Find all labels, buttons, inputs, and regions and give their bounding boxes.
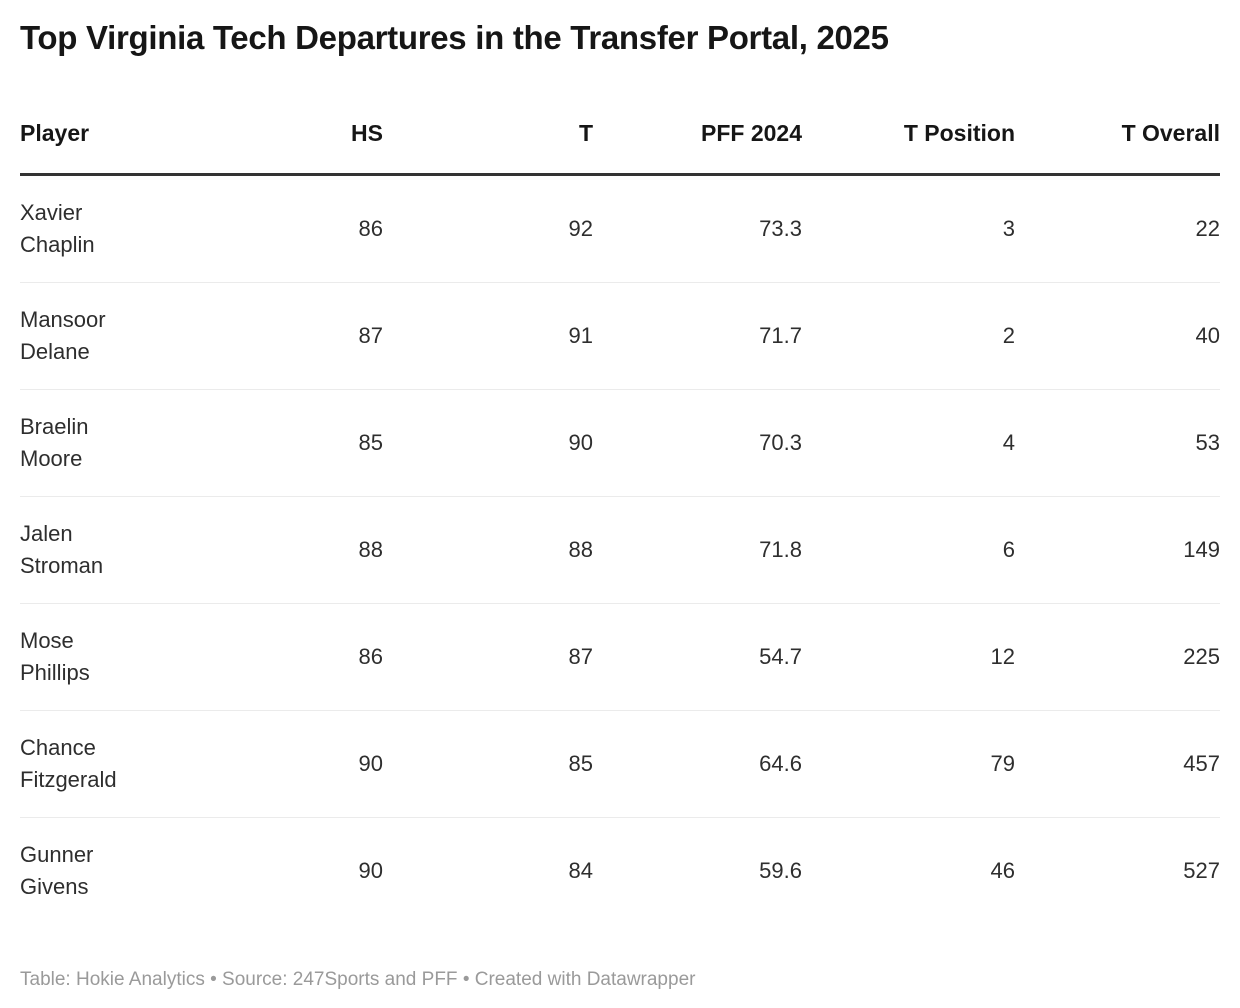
t-overall-cell: 225 xyxy=(1015,603,1220,711)
player-last-name: Fitzgerald xyxy=(20,766,117,792)
player-last-name: Givens xyxy=(20,873,89,899)
table-header: Player HS T PFF 2024 T Position T Overal… xyxy=(20,119,1220,176)
player-first-name: Xavier xyxy=(20,199,83,225)
pff-2024-cell: 70.3 xyxy=(593,389,802,497)
player-cell: Chance Fitzgerald xyxy=(20,710,175,818)
table-row: Braelin Moore 85 90 70.3 4 53 xyxy=(20,389,1220,497)
player-first-name: Gunner xyxy=(20,841,94,867)
player-last-name: Chaplin xyxy=(20,231,95,257)
table-row: Mansoor Delane 87 91 71.7 2 40 xyxy=(20,282,1220,390)
pff-2024-cell: 73.3 xyxy=(593,174,802,283)
t-cell: 91 xyxy=(383,282,593,390)
t-position-cell: 6 xyxy=(802,496,1015,604)
player-cell: Mose Phillips xyxy=(20,603,175,711)
t-position-cell: 79 xyxy=(802,710,1015,818)
page-title: Top Virginia Tech Departures in the Tran… xyxy=(20,19,889,56)
data-table: Player HS T PFF 2024 T Position T Overal… xyxy=(20,119,1220,924)
t-cell: 88 xyxy=(383,496,593,604)
player-cell: Xavier Chaplin xyxy=(20,174,175,283)
player-cell: Jalen Stroman xyxy=(20,496,175,604)
column-header-t: T xyxy=(383,119,593,176)
t-cell: 92 xyxy=(383,174,593,283)
t-cell: 90 xyxy=(383,389,593,497)
t-position-cell: 12 xyxy=(802,603,1015,711)
column-header-t-overall: T Overall xyxy=(1015,119,1220,176)
t-position-cell: 46 xyxy=(990,857,1015,883)
table-attribution: Table: Hokie Analytics • Source: 247Spor… xyxy=(20,968,696,990)
hs-cell: 86 xyxy=(175,174,383,283)
hs-cell: 90 xyxy=(175,710,383,818)
hs-cell: 88 xyxy=(175,496,383,604)
t-cell: 85 xyxy=(383,710,593,818)
t-overall-cell: 53 xyxy=(1015,389,1220,497)
hs-cell: 90 xyxy=(358,857,383,883)
column-header-t-position: T Position xyxy=(802,119,1015,176)
player-last-name: Stroman xyxy=(20,552,104,578)
player-last-name: Delane xyxy=(20,338,90,364)
t-overall-cell: 527 xyxy=(1183,857,1220,883)
pff-2024-cell: 64.6 xyxy=(593,710,802,818)
column-header-player: Player xyxy=(20,119,175,176)
player-first-name: Braelin xyxy=(20,413,89,439)
t-position-cell: 4 xyxy=(802,389,1015,497)
hs-cell: 85 xyxy=(175,389,383,497)
table-body: Xavier Chaplin 86 92 73.3 3 22 Mansoor D… xyxy=(20,174,1220,924)
column-header-hs: HS xyxy=(175,119,383,176)
t-cell: 87 xyxy=(383,603,593,711)
hs-cell: 86 xyxy=(175,603,383,711)
table-row: Chance Fitzgerald 90 85 64.6 79 457 xyxy=(20,710,1220,818)
table-row: Xavier Chaplin 86 92 73.3 3 22 xyxy=(20,174,1220,283)
table-row: Mose Phillips 86 87 54.7 12 225 xyxy=(20,603,1220,711)
t-position-cell: 2 xyxy=(802,282,1015,390)
player-first-name: Chance xyxy=(20,734,96,760)
pff-2024-cell: 71.8 xyxy=(593,496,802,604)
hs-cell: 87 xyxy=(175,282,383,390)
player-cell: Mansoor Delane xyxy=(20,282,175,390)
player-first-name: Mansoor xyxy=(20,306,106,332)
header-row: Player HS T PFF 2024 T Position T Overal… xyxy=(20,119,1220,176)
t-cell: 84 xyxy=(568,857,593,883)
player-last-name: Phillips xyxy=(20,659,90,685)
player-first-name: Jalen xyxy=(20,520,73,546)
t-overall-cell: 457 xyxy=(1015,710,1220,818)
player-last-name: Moore xyxy=(20,445,83,471)
t-overall-cell: 149 xyxy=(1015,496,1220,604)
t-overall-cell: 22 xyxy=(1015,174,1220,283)
column-header-pff-2024: PFF 2024 xyxy=(593,119,802,176)
player-first-name: Mose xyxy=(20,627,74,653)
pff-2024-cell: 59.6 xyxy=(759,857,802,883)
t-position-cell: 3 xyxy=(802,174,1015,283)
pff-2024-cell: 71.7 xyxy=(593,282,802,390)
table-row: Jalen Stroman 88 88 71.8 6 149 xyxy=(20,496,1220,604)
t-overall-cell: 40 xyxy=(1015,282,1220,390)
pff-2024-cell: 54.7 xyxy=(593,603,802,711)
table-row: Gunner Givens 90 84 59.6 46 527 xyxy=(20,817,1220,924)
player-cell: Gunner Givens xyxy=(20,817,175,924)
player-cell: Braelin Moore xyxy=(20,389,175,497)
